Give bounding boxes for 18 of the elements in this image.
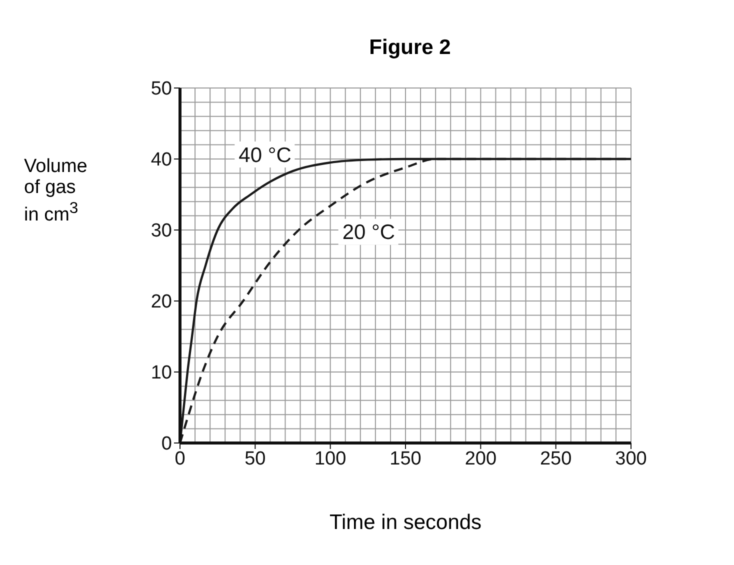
y-tick-label: 10 xyxy=(150,362,172,384)
series-label: 20 °C xyxy=(342,221,396,244)
x-tick-label: 250 xyxy=(540,448,572,470)
y-tick-label: 0 xyxy=(161,434,172,455)
series-label: 40 °C xyxy=(238,144,292,167)
y-tick-label: 20 xyxy=(150,292,172,313)
y-tick-label: 40 xyxy=(150,150,172,171)
y-tick-label: 30 xyxy=(150,220,172,242)
y-tick-label: 50 xyxy=(150,78,172,100)
x-tick-label: 200 xyxy=(464,448,497,470)
x-tick-label: 50 xyxy=(244,448,266,470)
x-tick-label: 0 xyxy=(174,448,186,470)
x-tick-label: 100 xyxy=(314,448,346,470)
x-tick-label: 300 xyxy=(615,448,647,470)
y-axis-title: Volume of gas in cm$^{3}$ xyxy=(24,156,88,226)
x-axis-title: Time in seconds xyxy=(328,511,483,535)
chart-title: Figure 2 xyxy=(368,36,452,60)
x-tick-label: 150 xyxy=(390,448,422,470)
